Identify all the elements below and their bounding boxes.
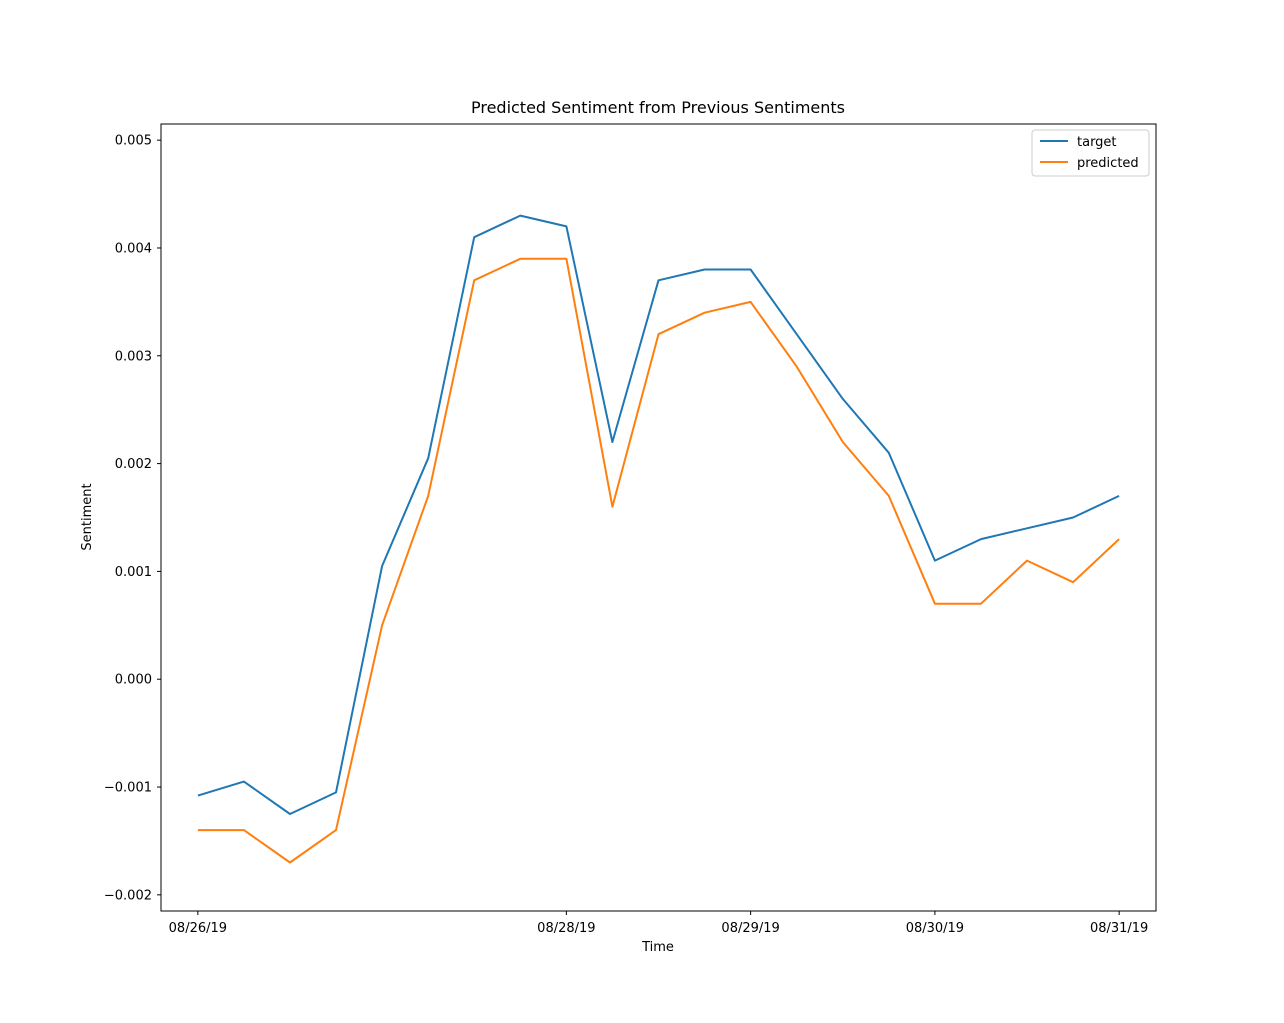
- y-tick-label: 0.004: [115, 241, 152, 256]
- x-tick-label: 08/31/19: [1090, 921, 1148, 936]
- x-axis: 08/26/19 08/28/19 08/29/19 08/30/19 08/31/19: [169, 911, 1148, 936]
- y-tick-label: −0.002: [104, 888, 152, 903]
- y-tick-label: 0.005: [115, 134, 152, 149]
- legend: target predicted: [1031, 129, 1150, 177]
- chart-title: Predicted Sentiment from Previous Sentim…: [471, 98, 845, 117]
- series-line-target: [197, 214, 1120, 815]
- series-line-predicted: [197, 257, 1120, 864]
- plot-frame: [160, 123, 1157, 912]
- x-axis-label: Time: [641, 940, 674, 955]
- x-tick-label: 08/29/19: [721, 921, 779, 936]
- x-tick-label: 08/30/19: [906, 921, 964, 936]
- y-tick-label: 0.001: [115, 565, 152, 580]
- y-tick-label: 0.002: [115, 457, 152, 472]
- legend-label-target: target: [1077, 135, 1117, 150]
- y-axis: −0.002 −0.001 0.000 0.001 0.002 0.003 0.004 0.0…: [104, 134, 161, 903]
- x-tick-label: 08/26/19: [169, 921, 227, 936]
- y-tick-label: 0.000: [115, 673, 152, 688]
- y-axis-label: Sentiment: [80, 483, 95, 550]
- legend-label-predicted: predicted: [1077, 156, 1139, 171]
- plot-lines: [197, 214, 1120, 864]
- y-tick-label: −0.001: [104, 781, 152, 796]
- x-tick-label: 08/28/19: [537, 921, 595, 936]
- y-tick-label: 0.003: [115, 349, 152, 364]
